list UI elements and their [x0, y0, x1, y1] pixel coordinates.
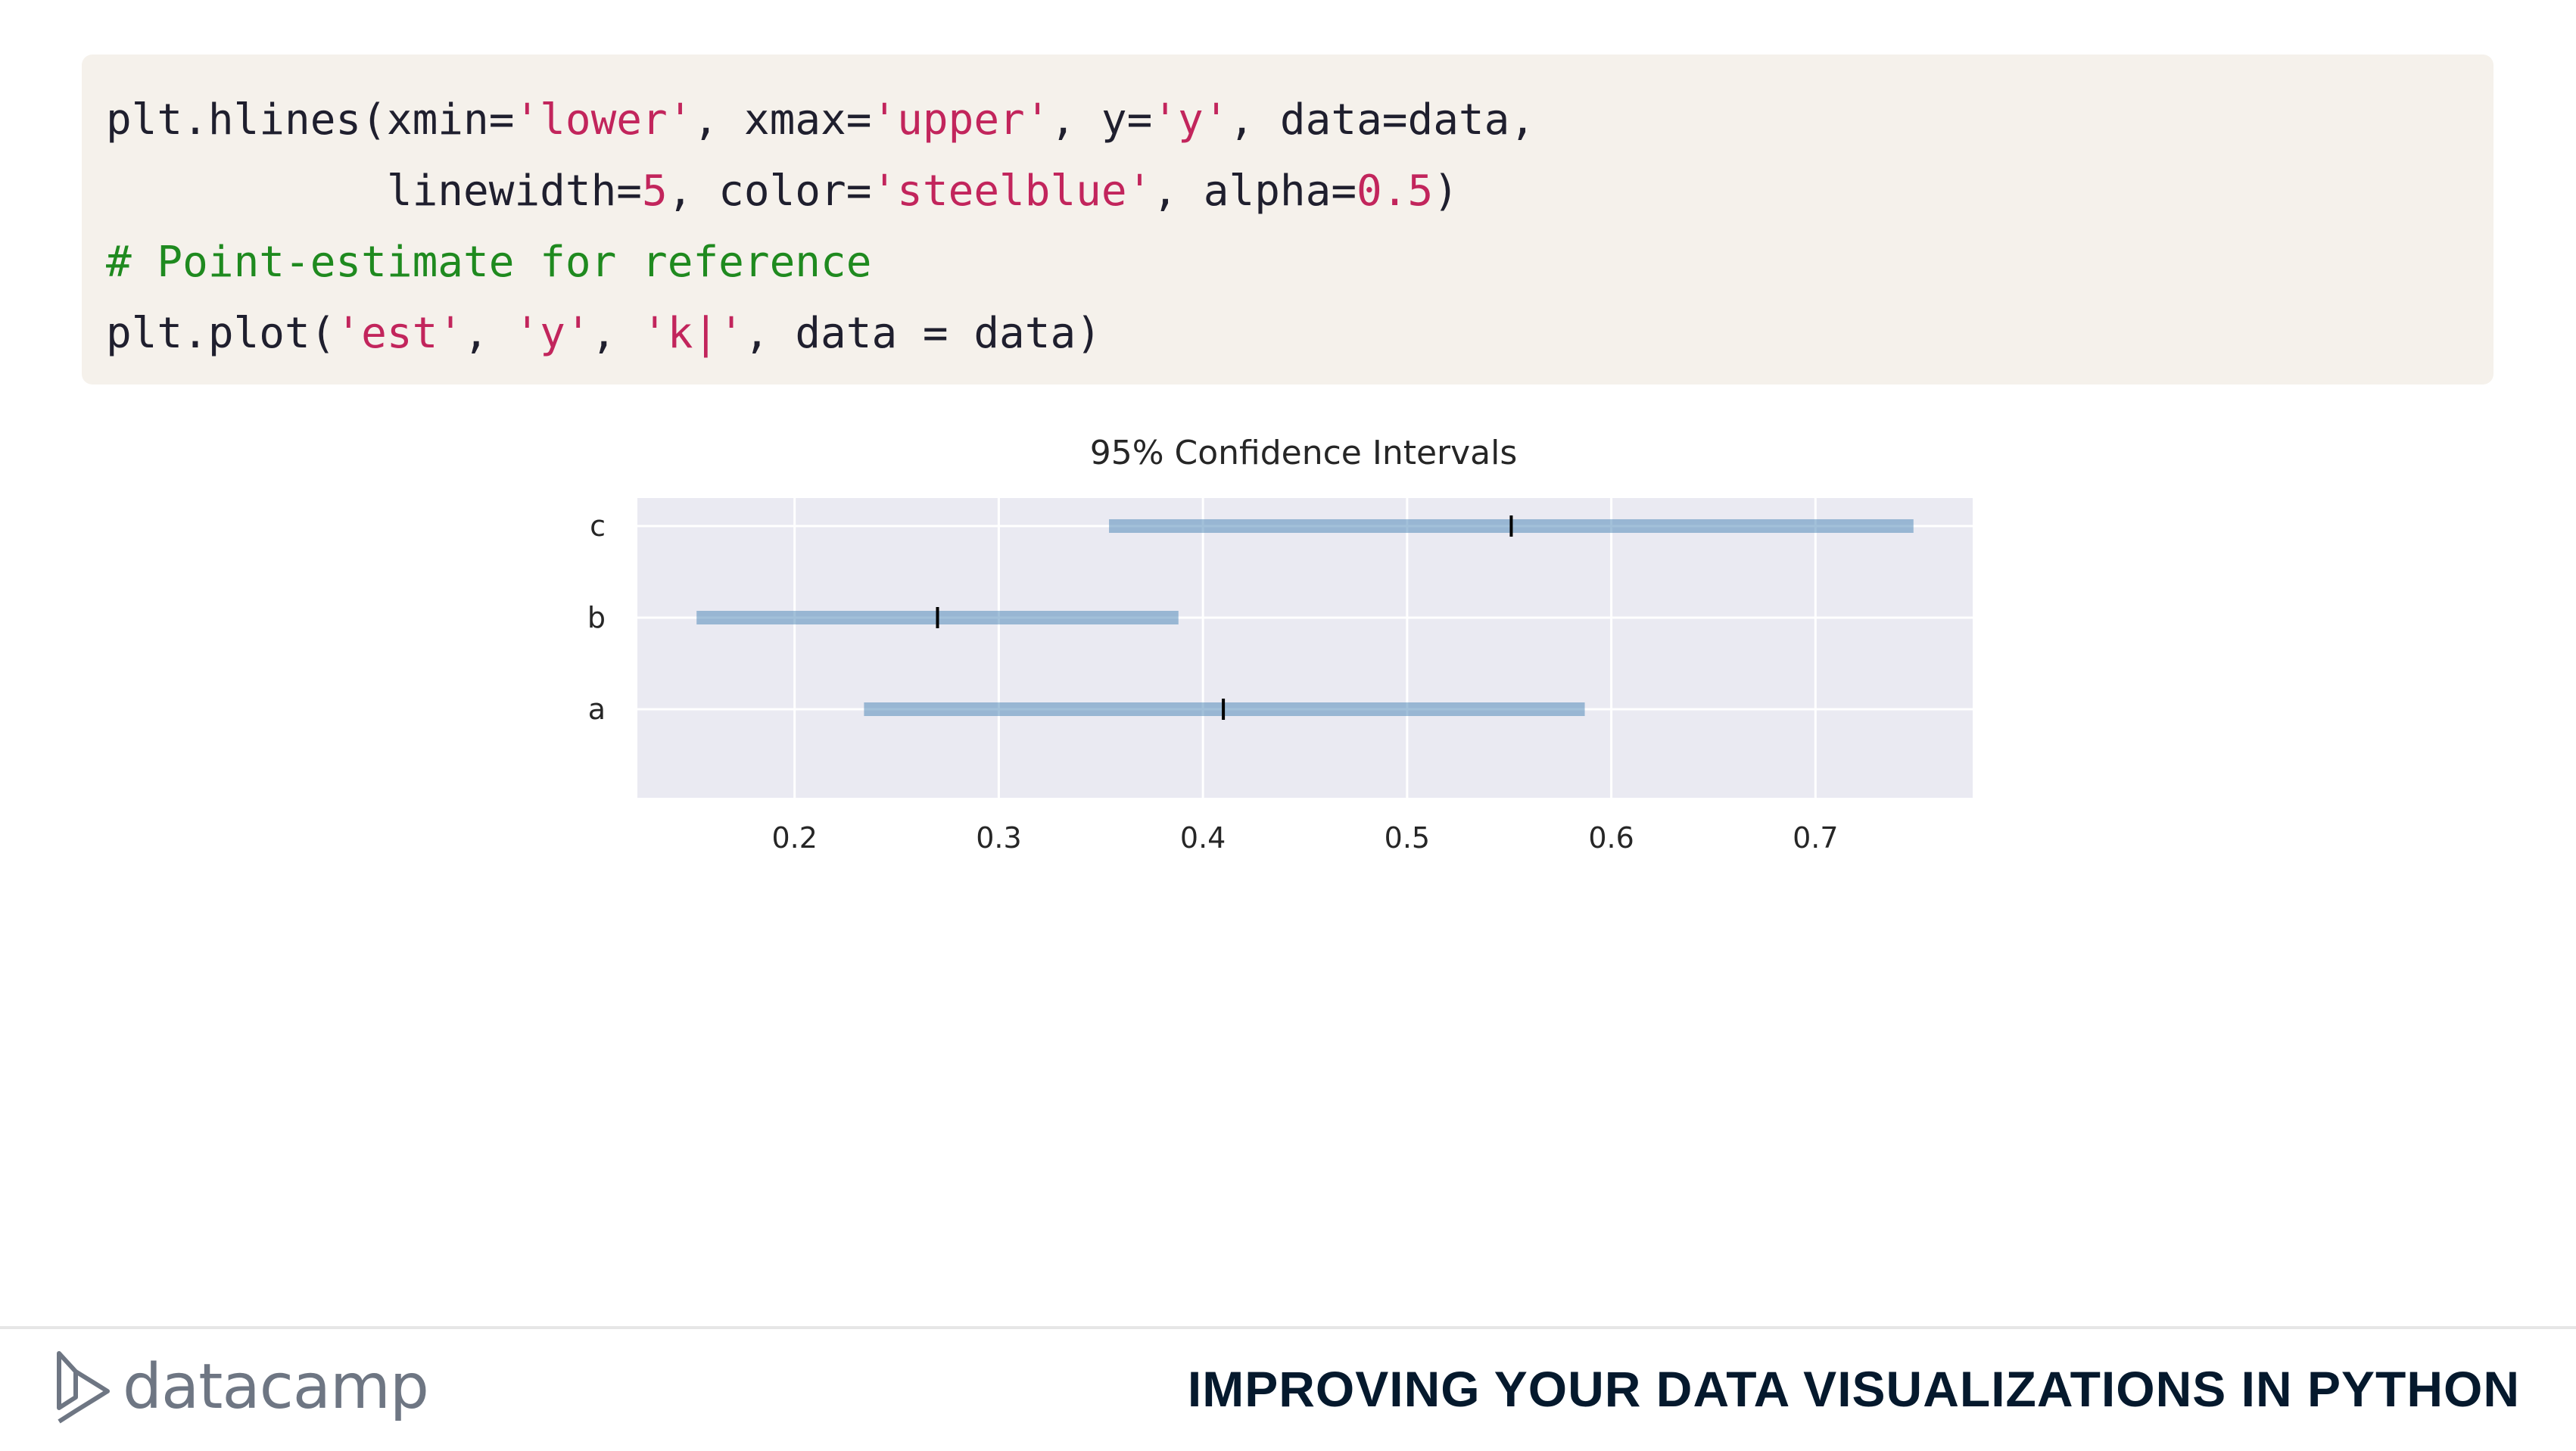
code-line: linewidth=5, color='steelblue', alpha=0.… [106, 156, 2493, 227]
code-token: 'upper' [871, 95, 1051, 145]
code-block: plt.hlines(xmin='lower', xmax='upper', y… [82, 54, 2493, 385]
chart-title: 95% Confidence Intervals [1090, 434, 1518, 472]
code-token: 'lower' [514, 95, 693, 145]
code-token: , [463, 309, 515, 358]
code-token: 'steelblue' [871, 167, 1153, 216]
code-token: , color= [667, 167, 872, 216]
datacamp-mark-icon [57, 1351, 110, 1424]
footer-divider [0, 1326, 2576, 1329]
code-token: # Point-estimate for reference [106, 238, 872, 287]
interval-layer [696, 515, 1914, 720]
code-token: plt.plot( [106, 309, 336, 358]
datacamp-logo: datacamp [53, 1349, 429, 1425]
code-token: , data = data) [743, 309, 1101, 358]
y-tick-label: c [590, 509, 606, 543]
code-token: plt.hlines(xmin= [106, 95, 515, 145]
y-tick-label: a [588, 693, 606, 726]
code-token: 5 [642, 167, 668, 216]
code-token: , xmax= [693, 95, 872, 145]
logo-text: datacamp [123, 1350, 429, 1423]
code-token: 0.5 [1357, 167, 1434, 216]
y-tick-label: b [587, 601, 606, 634]
x-tick-label: 0.7 [1793, 821, 1838, 855]
x-tick-label: 0.5 [1385, 821, 1430, 855]
code-token: , [590, 309, 643, 358]
code-line: plt.hlines(xmin='lower', xmax='upper', y… [106, 85, 2493, 156]
code-token: , alpha= [1152, 167, 1357, 216]
code-token: 'y' [1152, 95, 1229, 145]
code-token: , data=data, [1229, 95, 1536, 145]
code-token: 'est' [335, 309, 464, 358]
code-token: 'k|' [642, 309, 744, 358]
x-tick-label: 0.2 [771, 821, 817, 855]
plot-area [637, 498, 1973, 798]
code-line: # Point-estimate for reference [106, 227, 2493, 298]
code-token: 'y' [514, 309, 591, 358]
code-token: ) [1433, 167, 1459, 216]
x-tick-label: 0.6 [1588, 821, 1634, 855]
course-title: IMPROVING YOUR DATA VISUALIZATIONS IN PY… [1187, 1361, 2520, 1417]
tick-layer: 0.2 0.3 0.4 0.5 0.6 0.7 a b c [587, 509, 1839, 855]
x-tick-label: 0.4 [1180, 821, 1226, 855]
confidence-interval-chart: 95% Confidence Intervals 0.2 0.3 0.4 0.5 0.6… [587, 434, 1973, 855]
code-token: , y= [1050, 95, 1153, 145]
code-line: plt.plot('est', 'y', 'k|', data = data) [106, 298, 2493, 369]
code-token: linewidth= [106, 167, 643, 216]
x-tick-label: 0.3 [976, 821, 1021, 855]
